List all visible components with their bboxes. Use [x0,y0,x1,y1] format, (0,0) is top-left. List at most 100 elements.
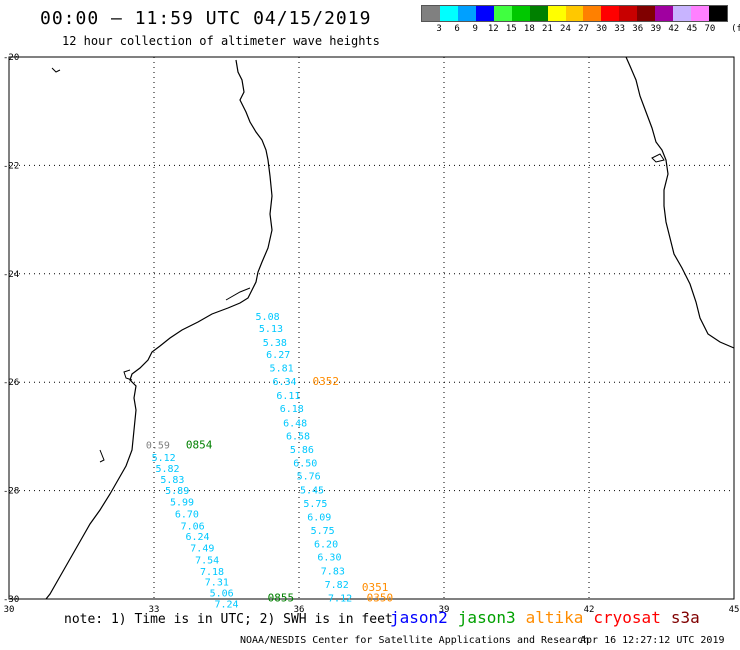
swh-value-label: 6.09 [307,513,331,524]
swh-value-label: 7.82 [325,580,349,591]
legend-swatch [529,6,548,21]
lake-outline [51,67,61,73]
legend-swatch [619,6,638,21]
legend-swatch [457,6,476,21]
swh-value-label: 5.12 [152,453,176,464]
satellite-label-jason2: jason2 [390,608,448,627]
swh-value-label: 5.86 [290,445,314,456]
swh-value-label: 7.18 [200,567,224,578]
legend-swatch [439,6,458,21]
footer-credit: NOAA/NESDIS Center for Satellite Applica… [240,635,590,646]
legend-swatch [583,6,602,21]
legend-tick-label: 39 [650,24,662,34]
footer-note: note: 1) Time is in UTC; 2) SWH is in fe… [64,612,393,627]
coastline-detail [123,369,133,381]
swh-value-label: 5.83 [160,475,184,486]
pass-time-label: 0352 [313,375,340,388]
legend-swatch [655,6,674,21]
lon-tick-label: 42 [584,605,595,615]
legend-swatch [601,6,620,21]
swh-value-label: 5.76 [297,471,321,482]
swh-value-label: 5.08 [256,312,280,323]
legend-swatch [637,6,656,21]
swh-value-label: 6.58 [286,431,310,442]
swh-value-label: 7.24 [214,599,238,610]
satellite-legend: jason2 jason3 altika cryosat s3a [390,608,710,627]
legend-tick-label: 27 [578,24,589,34]
swh-value-label: 5.13 [259,324,283,335]
lat-tick-label: -24 [3,270,19,280]
legend-swatch [691,6,709,21]
legend-tick-label: 33 [614,24,626,34]
swh-value-label: 5.75 [303,499,327,510]
swh-value-label: 6.11 [276,391,300,402]
lat-tick-label: -20 [3,53,19,63]
pass-time-label: 0351 [362,581,389,594]
legend-tick-label: 24 [560,24,571,34]
swh-value-label: 5.38 [263,338,287,349]
coastline-africa [45,59,273,600]
coastline-madagascar [625,56,735,349]
satellite-label-jason3: jason3 [457,608,516,627]
legend-tick-label: 6 [454,24,460,34]
page-subtitle: 12 hour collection of altimeter wave hei… [62,34,380,48]
legend-swatch [422,6,440,21]
lat-tick-label: -26 [3,378,19,388]
swh-value-label: 5.06 [210,588,234,599]
legend-tick-label: 36 [632,24,644,34]
coastline-detail [99,449,105,463]
legend-tick-label: 42 [668,24,680,34]
swh-value-label: 6.27 [266,350,290,361]
satellite-label-s3a: s3a [670,608,700,627]
swh-value-label: 6.48 [283,418,307,429]
legend-swatch [565,6,584,21]
swh-value-label: 6.20 [314,540,338,551]
swh-value-label: 7.12 [328,593,352,604]
swh-value-label: 5.45 [300,486,324,497]
page-title: 00:00 – 11:59 UTC 04/15/2019 [40,8,372,29]
swh-value-label: 7.83 [321,566,345,577]
swh-value-label: 5.89 [165,486,189,497]
lon-tick-label: 36 [294,605,305,615]
legend-tick-label: 3 [436,24,442,34]
satellite-label-altika: altika [525,608,584,627]
satellite-label-cryosat: cryosat [593,608,661,627]
pass-time-label: 0854 [186,439,213,452]
swh-value-label: 7.49 [190,544,214,555]
swh-value-label: 6.50 [293,458,317,469]
swh-value-label: 6.24 [185,532,209,543]
swh-value-label: 5.81 [270,364,294,375]
legend-tick-label: 9 [472,24,478,34]
legend-tick-label: 30 [596,24,607,34]
lat-tick-label: -28 [3,487,19,497]
swh-value-label: 7.54 [195,555,219,566]
swh-value-label: 7.31 [205,578,229,589]
swh-value-label: 5.99 [170,497,194,508]
swh-value-label: 6.70 [175,509,199,520]
legend-swatch [511,6,530,21]
swh-value-label: 5.75 [311,526,335,537]
lat-tick-label: -30 [3,595,19,605]
legend-swatches [421,5,728,22]
lon-tick-label: 33 [149,605,160,615]
legend-tick-label: 18 [523,24,535,34]
legend-swatch [547,6,566,21]
legend-tick-label: 21 [541,24,553,34]
swh-value-label: 6.34 [272,377,296,388]
lat-tick-label: -22 [3,161,19,171]
lon-tick-label: 45 [729,605,740,615]
legend-swatch [475,6,494,21]
legend-unit: (ft) [731,24,740,34]
swh-value-label: 7.06 [181,521,205,532]
legend-swatch [493,6,512,21]
legend-tick-label: 15 [505,24,517,34]
legend-tick-label: 45 [686,24,698,34]
footer-timestamp: Apr 16 12:27:12 UTC 2019 [580,635,725,646]
legend-swatch [709,6,727,21]
pass-time-label: 0350 [367,591,394,604]
map-frame [8,56,735,600]
legend-tick-label: 12 [487,24,499,34]
swh-value-label: 0.59 [146,441,170,452]
